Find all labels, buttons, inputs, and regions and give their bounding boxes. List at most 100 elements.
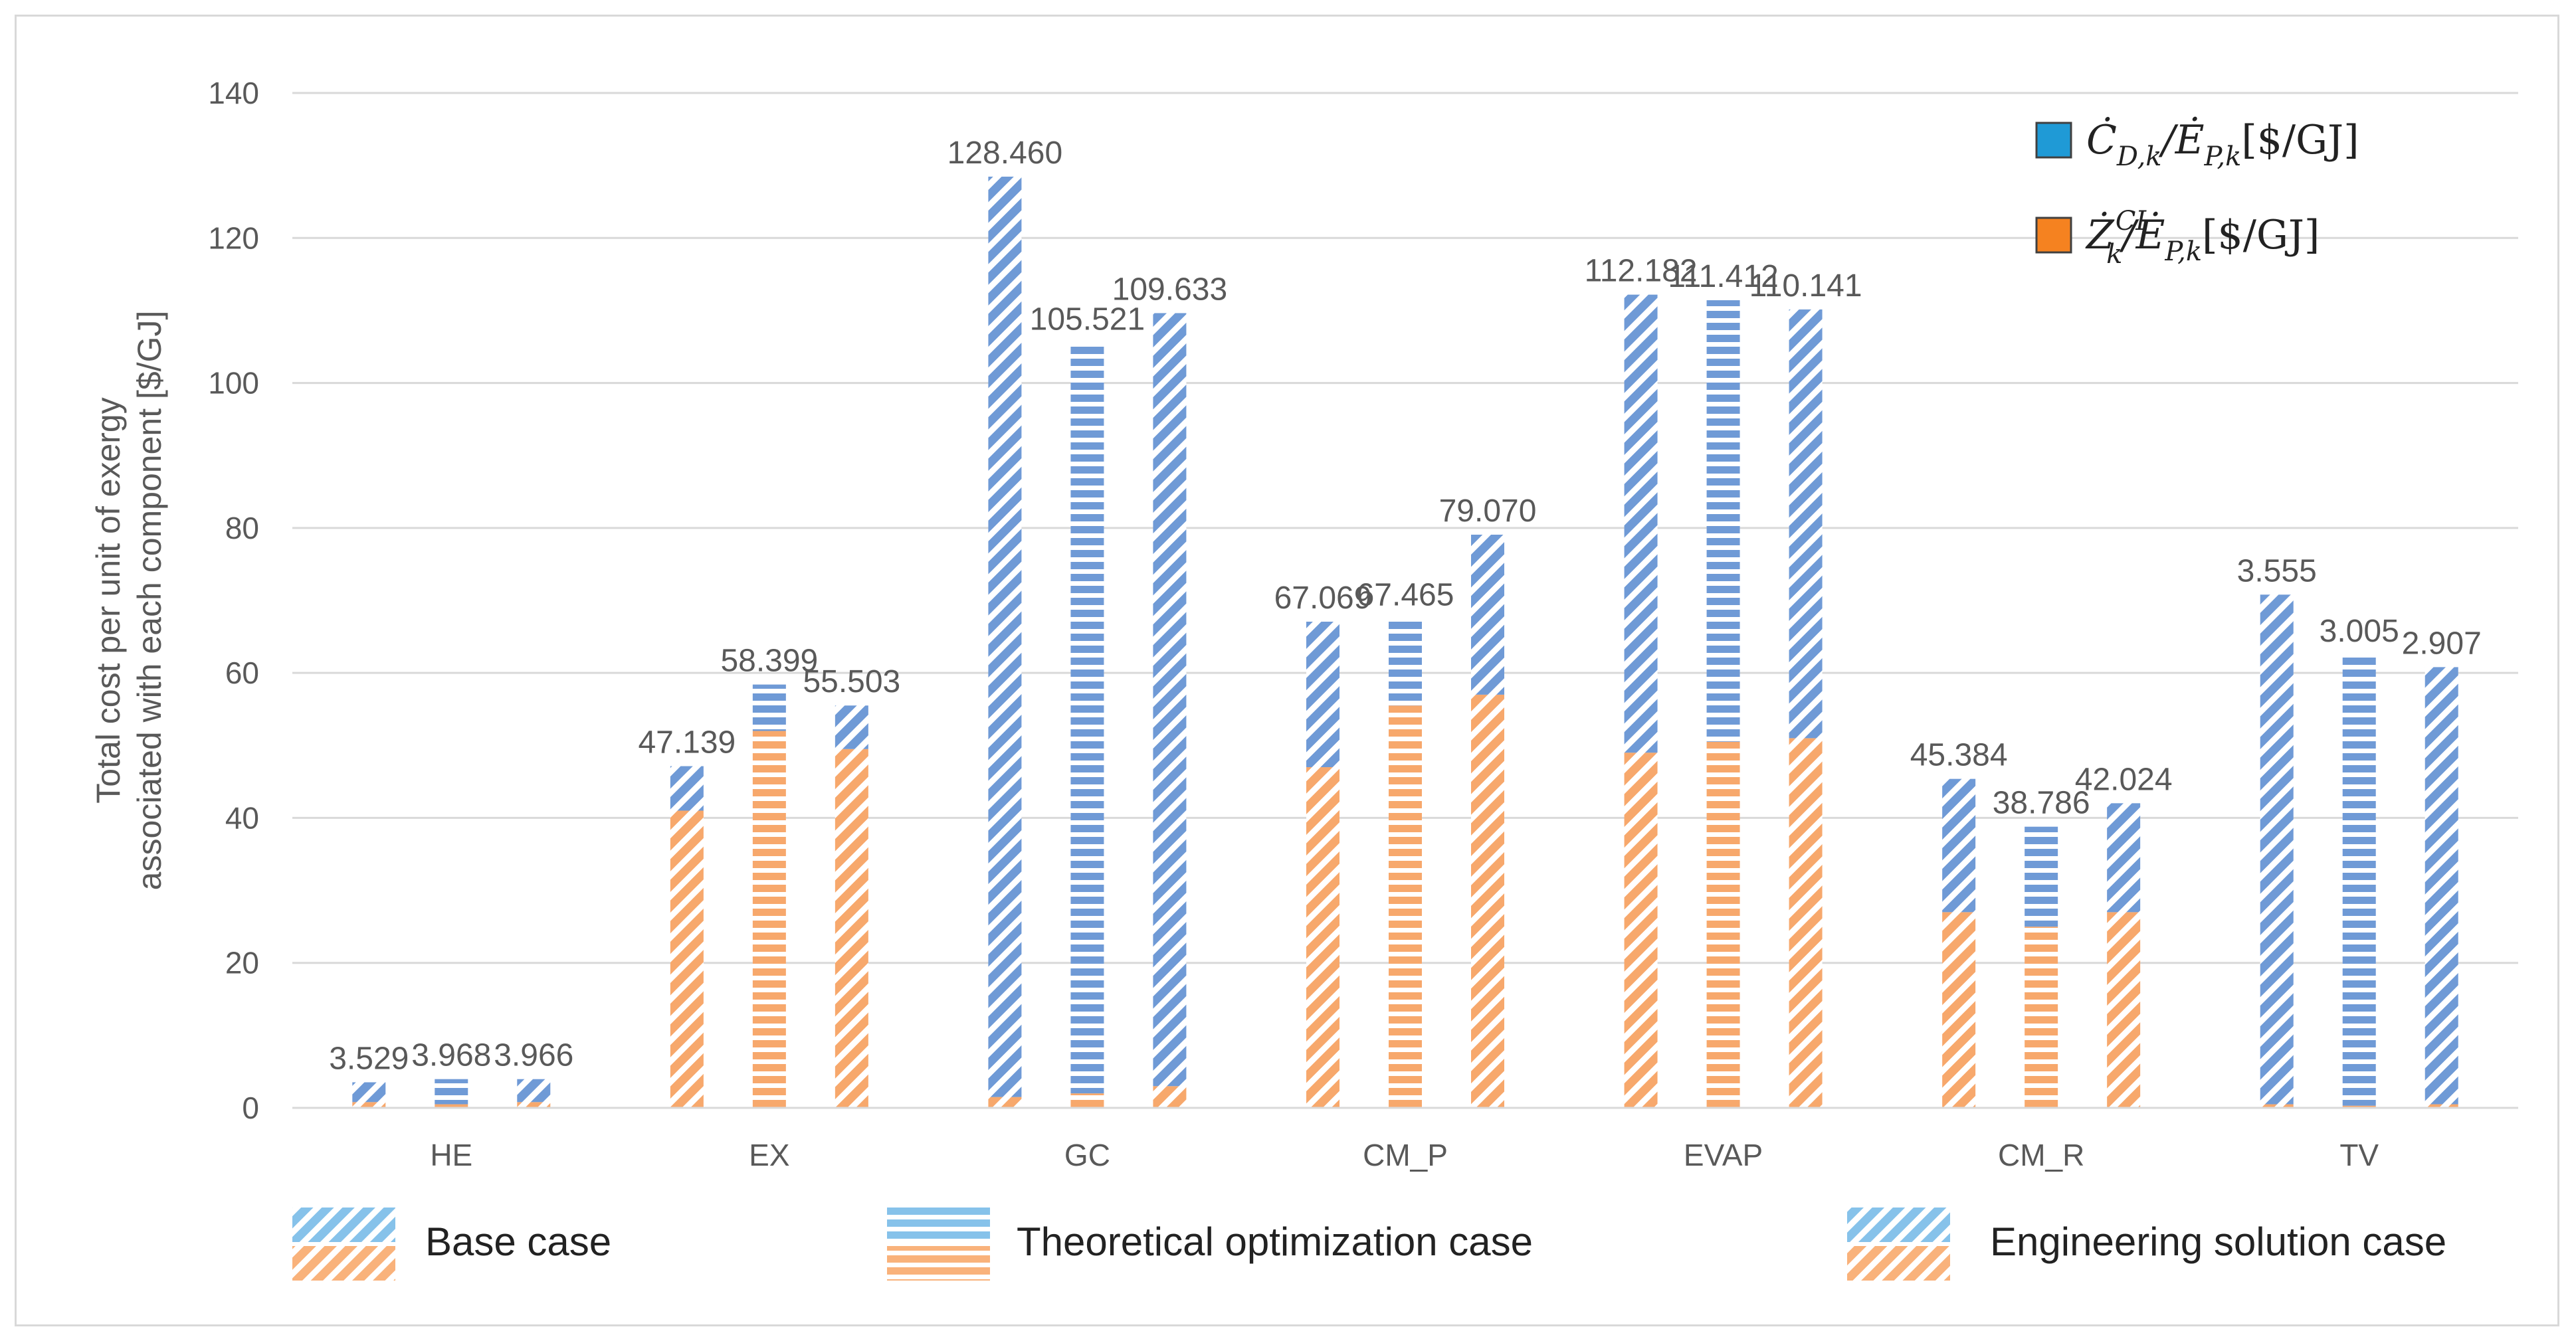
x-tick-label: EVAP <box>1684 1138 1763 1172</box>
bar-destruction-CM_P-2 <box>1389 618 1422 706</box>
bar-destruction-EVAP-1 <box>1624 294 1658 753</box>
x-tick-label: HE <box>430 1138 472 1172</box>
data-label-CM_P-2: 67.465 <box>1357 578 1454 613</box>
bar-destruction-TV-1 <box>2260 594 2294 1105</box>
x-tick-label: GC <box>1064 1138 1110 1172</box>
bar-investment-CM_P-2 <box>1389 705 1422 1108</box>
data-label-GC-1: 128.460 <box>947 135 1063 171</box>
data-label-HE-2: 3.968 <box>411 1038 491 1073</box>
y-tick-label: 40 <box>225 800 259 835</box>
bar-investment-TV-3 <box>2425 1104 2458 1108</box>
legend-label-investment: ŻCI k/ĖP,k[$/GJ] <box>2085 206 2320 270</box>
data-label-CM_R-3: 42.024 <box>2075 762 2173 797</box>
y-axis-title: Total cost per unit of exergy associated … <box>90 311 168 891</box>
bar-destruction-CM_R-3 <box>2107 803 2141 913</box>
data-label-EX-2: 58.399 <box>720 644 818 679</box>
data-label-EX-3: 55.503 <box>803 664 900 699</box>
bar-investment-EX-1 <box>670 810 704 1108</box>
data-label-HE-1: 3.529 <box>329 1041 409 1076</box>
bar-investment-CM_P-1 <box>1306 767 1339 1108</box>
legend-swatch-destruction <box>2035 122 2072 159</box>
y-tick-label: 80 <box>225 511 259 545</box>
y-tick-label: 140 <box>208 76 259 110</box>
bar-destruction-HE-1 <box>352 1082 386 1103</box>
bar-destruction-GC-2 <box>1070 343 1104 1094</box>
data-label-GC-2: 105.521 <box>1030 302 1145 337</box>
bar-investment-HE-3 <box>517 1102 551 1108</box>
x-tick-label: CM_P <box>1363 1138 1448 1172</box>
y-tick-label: 120 <box>208 221 259 255</box>
bar-destruction-HE-3 <box>517 1079 551 1103</box>
x-tick-label: CM_R <box>1998 1138 2084 1172</box>
case-legend-label-3: Engineering solution case <box>1990 1219 2446 1264</box>
bar-investment-CM_P-3 <box>1471 694 1504 1108</box>
x-tick-label: TV <box>2339 1138 2379 1172</box>
case-legend-swatch-top-1 <box>292 1208 395 1242</box>
legend-swatch-investment <box>2035 217 2072 254</box>
bar-destruction-CM_P-1 <box>1306 621 1339 768</box>
y-axis: 0 20 40 60 80 100 120 140 Total cost per unit of… <box>90 76 259 1125</box>
bar-destruction-EX-1 <box>670 766 704 811</box>
bar-destruction-CM_P-3 <box>1471 535 1504 695</box>
bar-investment-CM_R-1 <box>1942 912 1976 1108</box>
bar-investment-EVAP-3 <box>1789 738 1823 1108</box>
data-label-CM_P-3: 79.070 <box>1439 493 1537 529</box>
bar-investment-TV-2 <box>2342 1105 2376 1108</box>
bar-destruction-CM_R-1 <box>1942 778 1976 913</box>
case-legend-label-2: Theoretical optimization case <box>1017 1219 1533 1264</box>
bar-investment-CM_R-3 <box>2107 912 2141 1108</box>
bar-investment-GC-1 <box>988 1097 1022 1108</box>
data-label-EX-1: 47.139 <box>638 725 736 761</box>
bar-investment-EX-3 <box>835 749 868 1108</box>
case-legend: Base case Theoretical optimization case En… <box>292 1208 2446 1281</box>
bar-investment-EVAP-2 <box>1706 741 1740 1108</box>
legend-label-destruction: ĊD,k/ĖP,k[$/GJ] <box>2086 116 2359 172</box>
bar-investment-EVAP-1 <box>1624 753 1658 1108</box>
bar-destruction-GC-3 <box>1153 313 1187 1087</box>
data-label-CM_R-1: 45.384 <box>1910 738 2008 773</box>
bar-destruction-HE-2 <box>435 1079 468 1105</box>
y-tick-label: 100 <box>208 366 259 401</box>
case-legend-swatch-bottom-3 <box>1847 1246 1950 1281</box>
bar-investment-TV-1 <box>2260 1104 2294 1108</box>
bar-destruction-EX-3 <box>835 705 868 749</box>
bars <box>352 176 2458 1108</box>
data-label-CM_P-1: 67.069 <box>1274 581 1372 616</box>
y-tick-label: 20 <box>225 946 259 980</box>
case-legend-swatch-top-3 <box>1847 1208 1950 1242</box>
data-label-TV-2: 3.005 <box>2320 614 2399 649</box>
bar-destruction-CM_R-2 <box>2025 826 2058 927</box>
data-label-EVAP-1: 112.182 <box>1585 254 1698 289</box>
case-legend-swatch-bottom-1 <box>292 1246 395 1281</box>
data-label-TV-1: 3.555 <box>2237 553 2317 588</box>
x-axis: HE EX GC CM_P EVAP CM_R TV <box>292 1107 2518 1172</box>
case-legend-swatch-bottom-2 <box>887 1246 990 1281</box>
bar-investment-GC-2 <box>1070 1093 1104 1108</box>
bar-investment-HE-1 <box>352 1102 386 1108</box>
case-legend-swatch-top-2 <box>887 1208 990 1242</box>
bar-destruction-TV-2 <box>2342 654 2376 1106</box>
data-label-EVAP-3: 110.141 <box>1749 268 1862 304</box>
y-tick-label: 60 <box>225 656 259 690</box>
bar-investment-GC-3 <box>1153 1086 1187 1108</box>
data-label-GC-3: 109.633 <box>1112 272 1228 307</box>
data-label-CM_R-2: 38.786 <box>1993 786 2090 821</box>
bar-investment-HE-2 <box>435 1104 468 1108</box>
bar-destruction-EVAP-3 <box>1789 309 1823 739</box>
y-tick-label: 0 <box>242 1091 259 1125</box>
data-label-TV-3: 2.907 <box>2402 626 2482 661</box>
data-label-EVAP-2: 111.412 <box>1668 259 1778 294</box>
chart-frame <box>15 15 2559 1326</box>
component-legend: ĊD,k/ĖP,k[$/GJ] ŻCI k/ĖP,k[$/GJ] <box>2035 116 2359 270</box>
bar-investment-CM_R-2 <box>2025 927 2058 1108</box>
bar-investment-EX-2 <box>752 731 786 1108</box>
x-tick-label: EX <box>749 1138 789 1172</box>
bar-destruction-GC-1 <box>988 176 1022 1097</box>
data-label-HE-3: 3.966 <box>494 1038 573 1073</box>
bar-destruction-TV-3 <box>2425 667 2458 1105</box>
case-legend-label-1: Base case <box>425 1219 611 1264</box>
bar-destruction-EVAP-2 <box>1706 300 1740 742</box>
bar-destruction-EX-2 <box>752 684 786 731</box>
